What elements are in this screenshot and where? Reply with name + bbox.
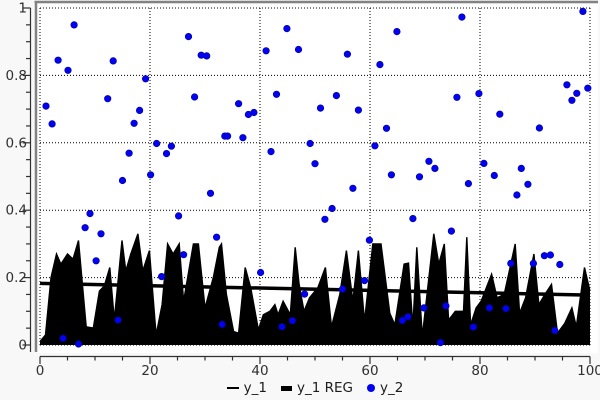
y1-area-series: [40, 233, 590, 345]
legend-label-y1-reg: y_1 REG: [297, 380, 353, 396]
svg-text:0.2: 0.2: [6, 270, 27, 286]
axes: [22, 7, 591, 364]
thick-line-marker-icon: [281, 385, 292, 391]
svg-text:0: 0: [36, 363, 45, 379]
y2-scatter-series: [42, 7, 592, 348]
svg-text:60: 60: [361, 363, 378, 379]
y1-reg-line: [39, 281, 591, 297]
svg-text:20: 20: [141, 363, 158, 379]
legend-item-y2: y_2: [367, 380, 403, 396]
svg-text:80: 80: [471, 363, 488, 379]
dot-marker-icon: [367, 384, 375, 392]
legend-label-y2: y_2: [380, 380, 404, 396]
svg-text:0: 0: [18, 338, 27, 354]
svg-text:0.4: 0.4: [6, 203, 27, 219]
frame-bevel: [34, 0, 598, 352]
legend-label-y1: y_1: [243, 380, 267, 396]
legend-item-y1: y_1: [226, 380, 267, 396]
tick-labels: 0 0.2 0.4 0.6 0.8 1 0 20 40 60 80 100: [6, 1, 600, 380]
chart-legend: y_1 y_1 REG y_2: [0, 380, 600, 396]
y1-line: [39, 233, 591, 343]
thin-line-marker-icon: [226, 387, 239, 389]
legend-item-y1-reg: y_1 REG: [281, 380, 353, 396]
svg-text:100: 100: [577, 363, 600, 379]
svg-text:40: 40: [251, 363, 268, 379]
svg-text:0.8: 0.8: [6, 68, 27, 84]
svg-text:1: 1: [18, 1, 27, 17]
svg-text:0.6: 0.6: [6, 135, 27, 151]
